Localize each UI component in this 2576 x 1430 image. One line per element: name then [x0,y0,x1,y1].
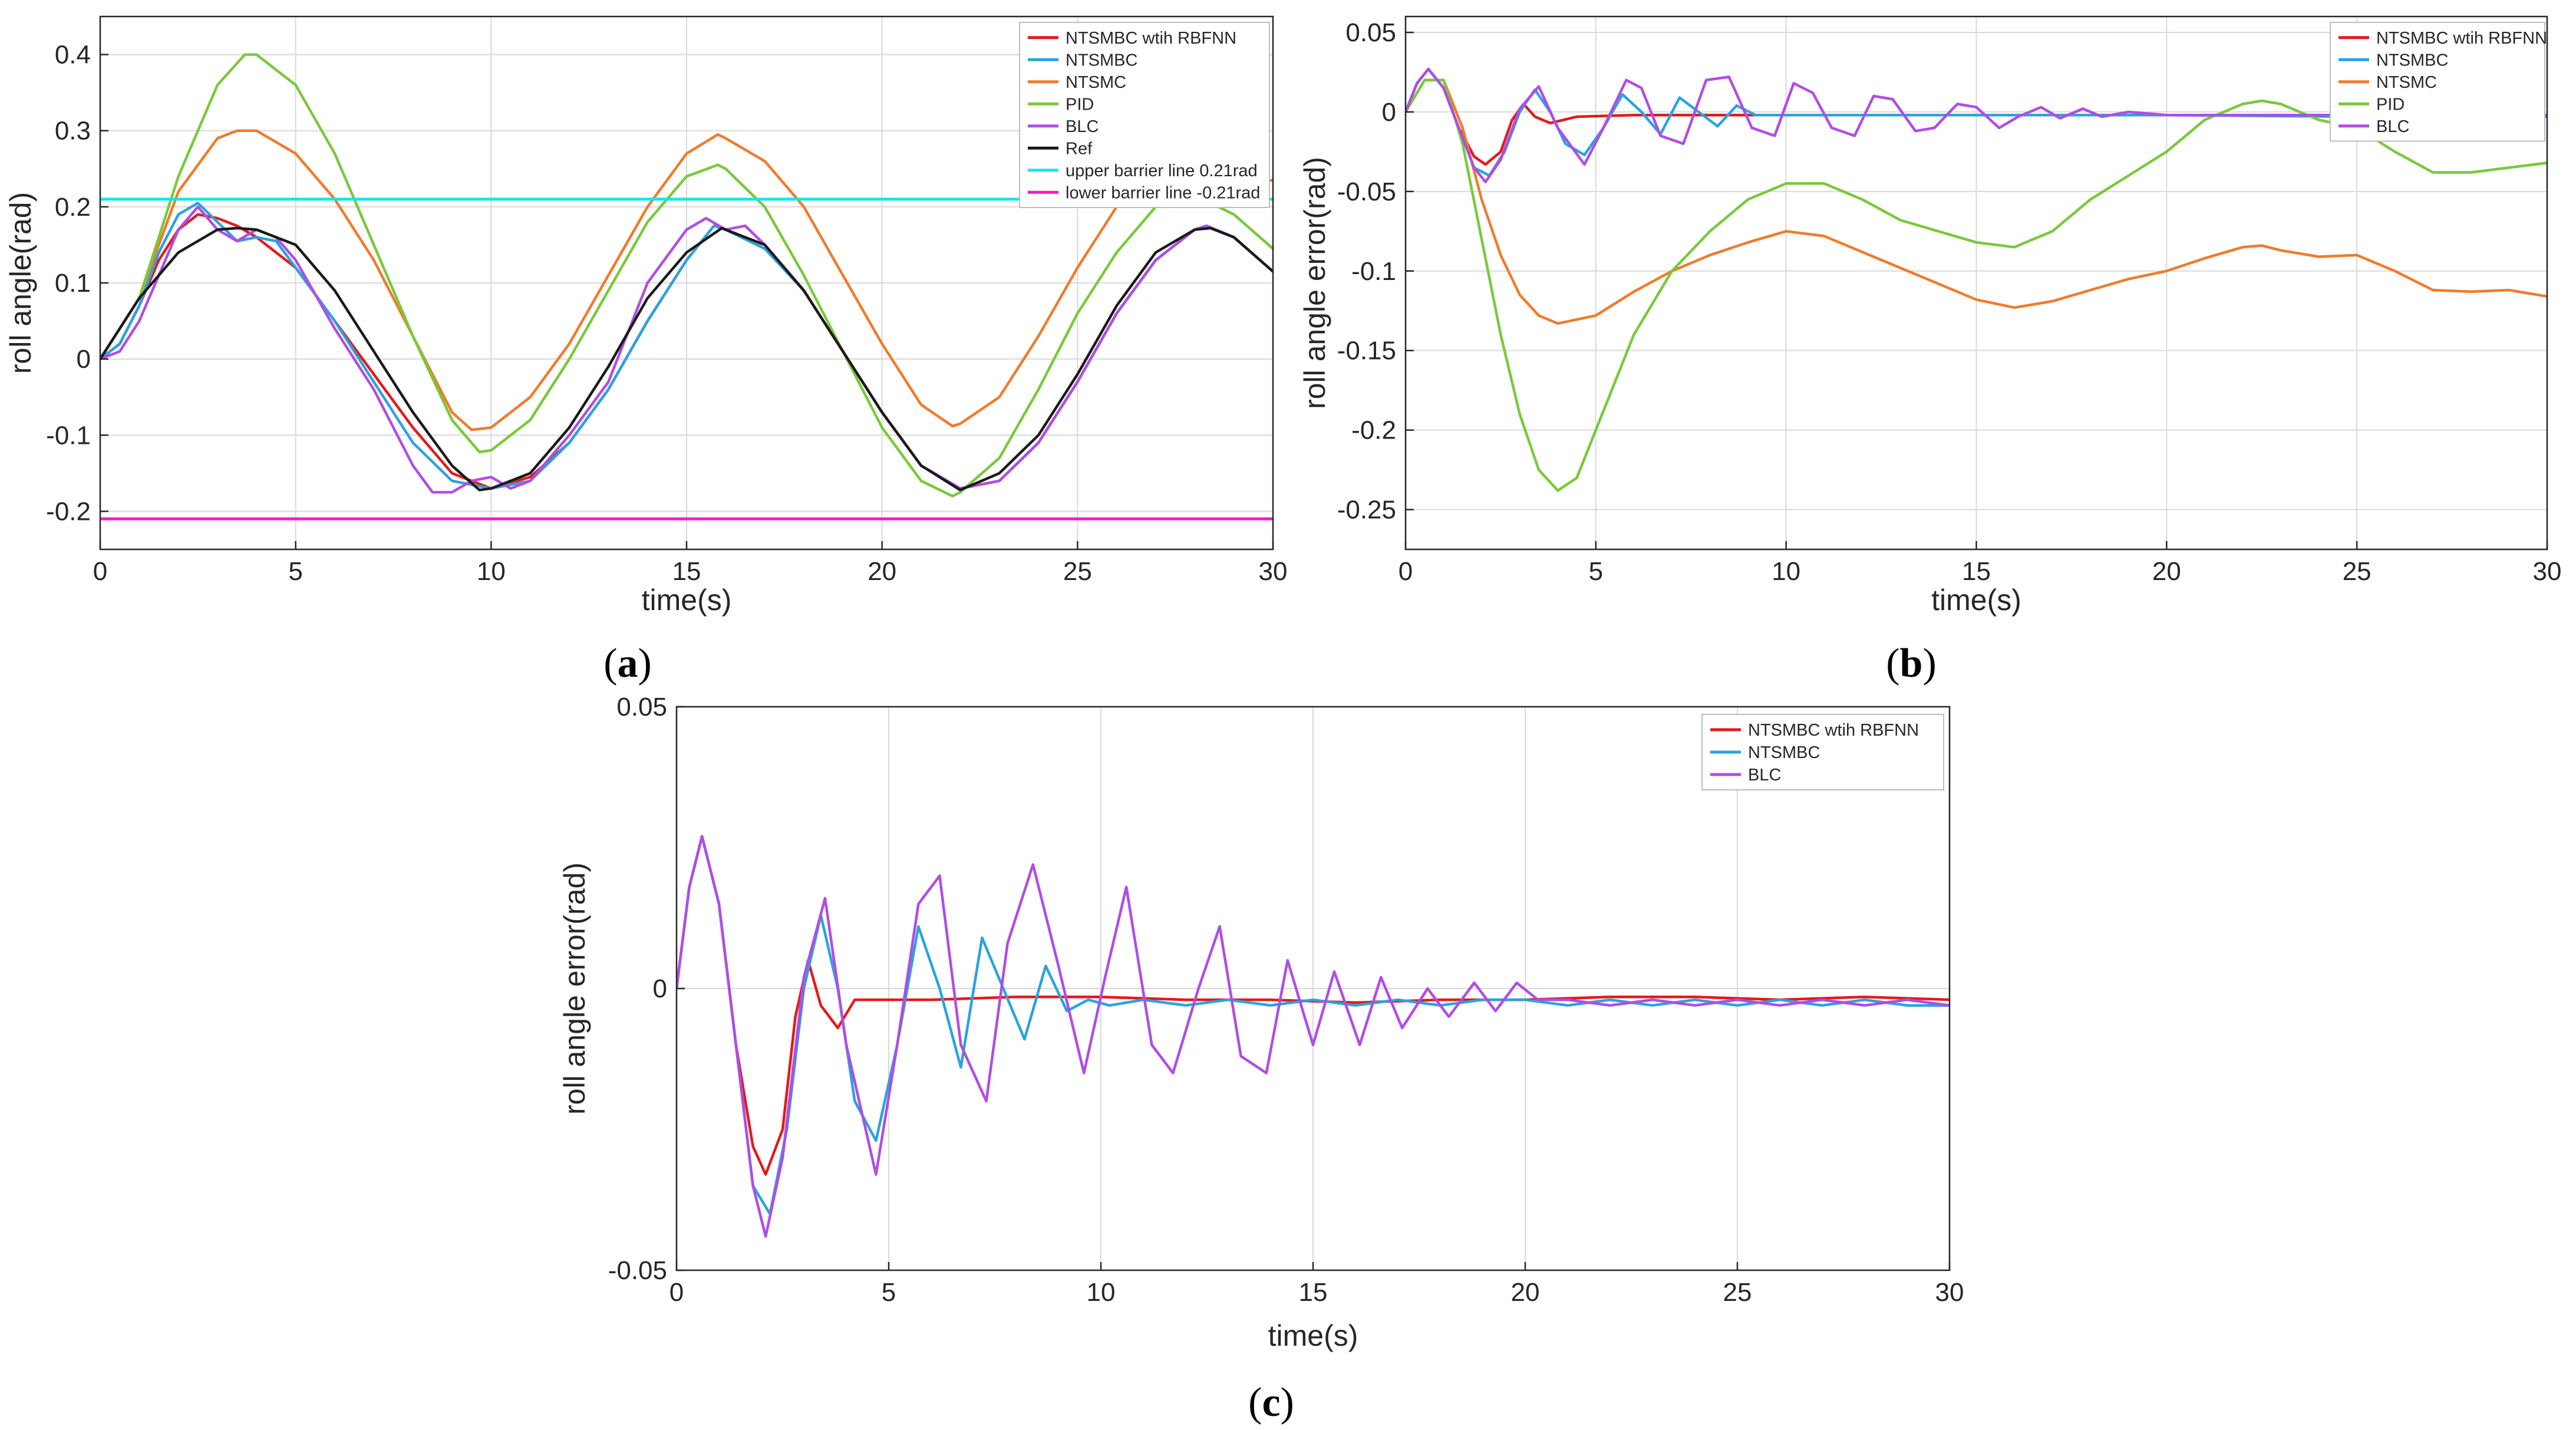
x-tick-label: 10 [477,557,506,586]
y-tick-label: -0.05 [608,1256,667,1285]
x-tick-label: 15 [1299,1278,1328,1307]
y-tick-label: 0.2 [55,193,91,222]
series-line-ntsmbc-wtih-rbfnn [677,835,1950,1176]
legend-label: NTSMBC [1748,743,1820,762]
y-axis-label: roll angle(rad) [4,192,37,374]
y-axis-label: roll angle error(rad) [1298,157,1331,409]
x-tick-label: 25 [1063,557,1092,586]
legend-label: NTSMBC wtih RBFNN [2376,29,2547,48]
y-axis-label: roll angle error(rad) [558,862,591,1115]
y-tick-label: -0.1 [1351,257,1396,286]
legend-label: BLC [1748,766,1781,785]
series-group-a [100,53,1273,520]
legend-label: NTSMC [2376,73,2437,92]
x-tick-label: 30 [1259,557,1288,586]
x-tick-label: 25 [2343,557,2371,586]
legend-label: Ref [1066,139,1093,158]
y-tick-label: -0.2 [46,497,91,526]
x-tick-label: 15 [1962,557,1991,586]
legend-a: NTSMBC wtih RBFNN NTSMBC NTSMC PID BLC Ref upp… [1019,22,1270,208]
x-tick-label: 0 [669,1278,684,1307]
x-tick-label: 25 [1723,1278,1752,1307]
series-line-pid [100,53,1273,497]
x-axis-label: time(s) [1268,1319,1358,1352]
caption-c: (c) [1248,1380,1294,1425]
legend-b: NTSMBC wtih RBFNN NTSMBC NTSMC PID BLC [2330,22,2547,142]
x-tick-label: 30 [2533,557,2562,586]
chart-b: 0 5 10 15 20 25 30 -0.25 -0.2 -0.15 -0.1 -0.05 0 0.05… [1298,15,2562,617]
y-tick-label: 0 [1382,98,1396,127]
legend-label: NTSMBC wtih RBFNN [1066,29,1236,48]
x-axis-label: time(s) [642,584,732,617]
x-tick-label: 5 [288,557,302,586]
x-axis-label: time(s) [1931,584,2021,617]
legend-label: BLC [1066,117,1099,136]
x-tick-label: 10 [1087,1278,1116,1307]
legend-label: NTSMBC wtih RBFNN [1748,721,1919,740]
x-tick-label: 30 [1935,1278,1964,1307]
x-tick-label: 5 [1589,557,1603,586]
legend-label: PID [2376,95,2405,114]
x-tick-label: 10 [1772,557,1800,586]
chart-a: 0 5 10 15 20 25 30 -0.2 -0.1 0 0.1 0.2 0.3 0.4 time(s)… [4,15,1288,617]
series-line-pid [1406,78,2547,492]
y-tick-label: 0.05 [1345,18,1396,47]
series-line-ref [100,226,1273,492]
y-tick-label: -0.1 [46,421,91,450]
y-tick-label: 0.4 [55,41,91,70]
series-line-blc [1406,67,2547,183]
series-group-c [677,835,1950,1238]
y-tick-label: -0.25 [1337,496,1396,525]
y-tick-label: 0 [653,974,667,1003]
x-tick-label: 0 [1399,557,1413,586]
legend-label: NTSMC [1066,73,1126,92]
series-line-ntsmc [1406,78,2547,325]
legend-box [1701,714,1944,790]
y-tick-label: -0.05 [1337,177,1396,206]
x-tick-label: 20 [1511,1278,1540,1307]
x-tick-label: 15 [672,557,701,586]
caption-b: (b) [1886,641,1937,686]
legend-label: PID [1066,95,1094,114]
legend-label: upper barrier line 0.21rad [1066,162,1258,180]
y-tick-label: 0 [77,345,91,374]
x-tick-label: 0 [93,557,107,586]
legend-c: NTSMBC wtih RBFNN NTSMBC BLC [1701,714,1944,790]
x-tick-label: 20 [868,557,896,586]
legend-label: NTSMBC [1066,51,1137,70]
legend-label: lower barrier line -0.21rad [1066,183,1260,202]
x-tick-label: 20 [2152,557,2181,586]
y-tick-label: 0.1 [55,269,91,298]
y-tick-label: -0.2 [1351,416,1396,445]
legend-label: BLC [2376,117,2409,136]
y-tick-label: 0.3 [55,117,91,146]
legend-box [1019,22,1270,208]
plots-layer: 0 5 10 15 20 25 30 -0.2 -0.1 0 0.1 0.2 0.3 0.4 time(s)… [4,15,2562,1352]
caption-a: (a) [603,641,652,686]
legend-label: NTSMBC [2376,51,2448,70]
series-line-ntsmc [100,129,1273,431]
series-group-b [1406,67,2547,492]
y-tick-label: -0.15 [1337,337,1396,365]
y-tick-label: 0.05 [616,693,667,721]
series-line-blc [677,835,1950,1238]
series-line-blc [100,205,1273,494]
x-tick-label: 5 [882,1278,896,1307]
